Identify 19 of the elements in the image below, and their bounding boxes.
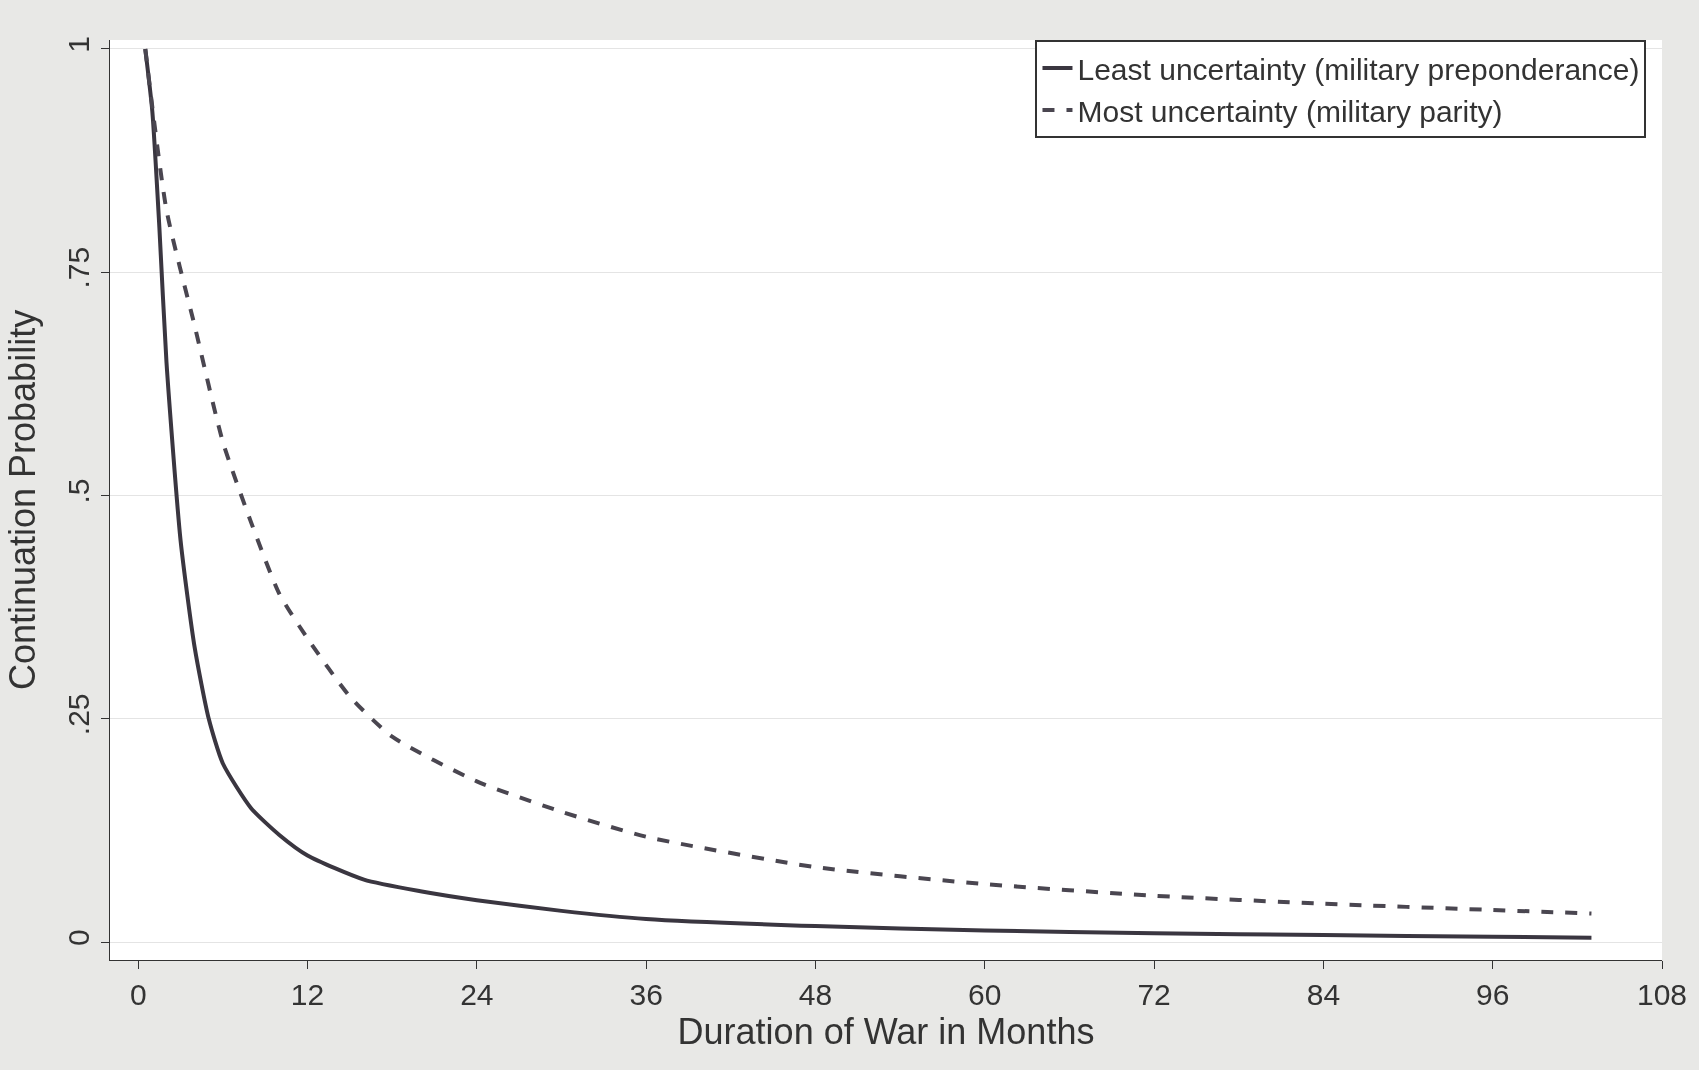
x-tick-label: 36 [629,978,663,1011]
y-axis-title: Continuation Probability [1,309,43,691]
x-tick-label: 108 [1636,978,1688,1011]
legend-label: Least uncertainty (military preponderance) [1077,52,1640,86]
x-tick-label: 96 [1476,978,1510,1011]
x-tick-label: 0 [129,978,147,1011]
y-tick-label: 0 [62,929,95,946]
y-tick-label: .25 [62,693,95,736]
legend-label: Most uncertainty (military parity) [1077,94,1503,128]
y-tick-label: .5 [62,478,95,504]
y-tick-label: 1 [62,36,95,53]
x-tick-label: 24 [460,978,494,1011]
x-axis-title: Duration of War in Months [677,1011,1095,1052]
x-tick-label: 72 [1137,978,1171,1011]
y-tick-label: .75 [62,246,95,289]
x-tick-label: 12 [290,978,325,1011]
x-tick-label: 84 [1306,978,1341,1011]
x-tick-label: 48 [798,978,833,1011]
x-tick-label: 60 [968,978,1002,1011]
